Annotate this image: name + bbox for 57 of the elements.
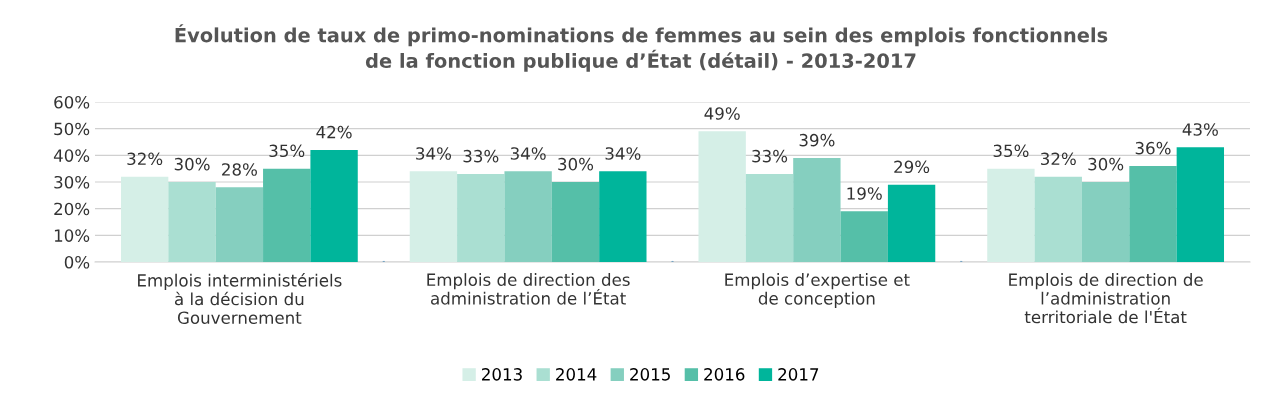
bar <box>599 171 647 262</box>
data-label: 19% <box>847 187 882 200</box>
bar <box>409 171 458 262</box>
bar <box>1034 176 1082 262</box>
legend-label: 2016 <box>704 368 745 381</box>
data-label: 34% <box>510 147 546 160</box>
bar <box>1081 182 1130 262</box>
y-tick-label: 50% <box>54 122 90 136</box>
data-label: 28% <box>222 163 257 176</box>
legend-label: 2014 <box>556 368 597 381</box>
x-tick-label: Emplois de direction des administration de l’État <box>427 273 630 305</box>
bar <box>168 182 216 262</box>
legend-label: 2017 <box>778 368 819 381</box>
bar <box>698 131 746 262</box>
bar <box>215 187 264 262</box>
data-label: 30% <box>558 157 594 171</box>
bar <box>457 174 505 262</box>
y-tick-label: 0% <box>64 255 90 269</box>
data-label: 30% <box>1088 157 1124 171</box>
data-label: 36% <box>1135 141 1171 155</box>
y-tick-label: 20% <box>54 202 90 216</box>
data-label: 43% <box>1182 123 1218 136</box>
data-label: 49% <box>704 107 740 120</box>
data-label: 32% <box>127 152 163 166</box>
bar <box>551 182 600 262</box>
x-tick-label: Emplois interministériels à la décision du Gouvernement <box>138 273 342 324</box>
x-tick-label: Emplois de direction de l’administration territoriale de l'État <box>1009 273 1203 324</box>
y-tick-label: 10% <box>54 229 90 242</box>
x-tick-label: Emplois d’expertise et de conception <box>725 273 910 308</box>
bar <box>793 158 841 262</box>
bar <box>840 211 888 262</box>
data-label: 42% <box>316 125 352 139</box>
data-label: 29% <box>894 160 930 174</box>
data-label: 34% <box>605 147 641 160</box>
legend-label: 2015 <box>630 368 670 381</box>
data-label: 34% <box>416 147 452 160</box>
bar <box>887 184 936 262</box>
y-tick-label: 30% <box>54 175 90 189</box>
data-label: 33% <box>752 149 788 163</box>
bar <box>504 171 552 262</box>
data-label: 30% <box>174 157 210 171</box>
bar <box>310 150 358 262</box>
y-tick-label: 60% <box>54 95 90 109</box>
legend-label: 2013 <box>482 368 522 381</box>
bar <box>1129 166 1177 262</box>
y-tick-label: 40% <box>53 149 90 162</box>
bar <box>120 176 169 262</box>
data-label: 32% <box>1041 152 1076 166</box>
bar <box>745 174 794 262</box>
data-label: 33% <box>463 149 499 163</box>
bar <box>1176 147 1225 262</box>
chart-title: Évolution de taux de primo-nominations de femmes au sein des emplois fonctionnels de la fonction publique d’État (détail) - 2013-2017 <box>175 24 1108 72</box>
data-label: 35% <box>993 144 1029 158</box>
data-label: 35% <box>269 144 305 158</box>
bar <box>263 168 311 262</box>
data-label: 39% <box>799 133 835 147</box>
bar <box>987 168 1035 262</box>
